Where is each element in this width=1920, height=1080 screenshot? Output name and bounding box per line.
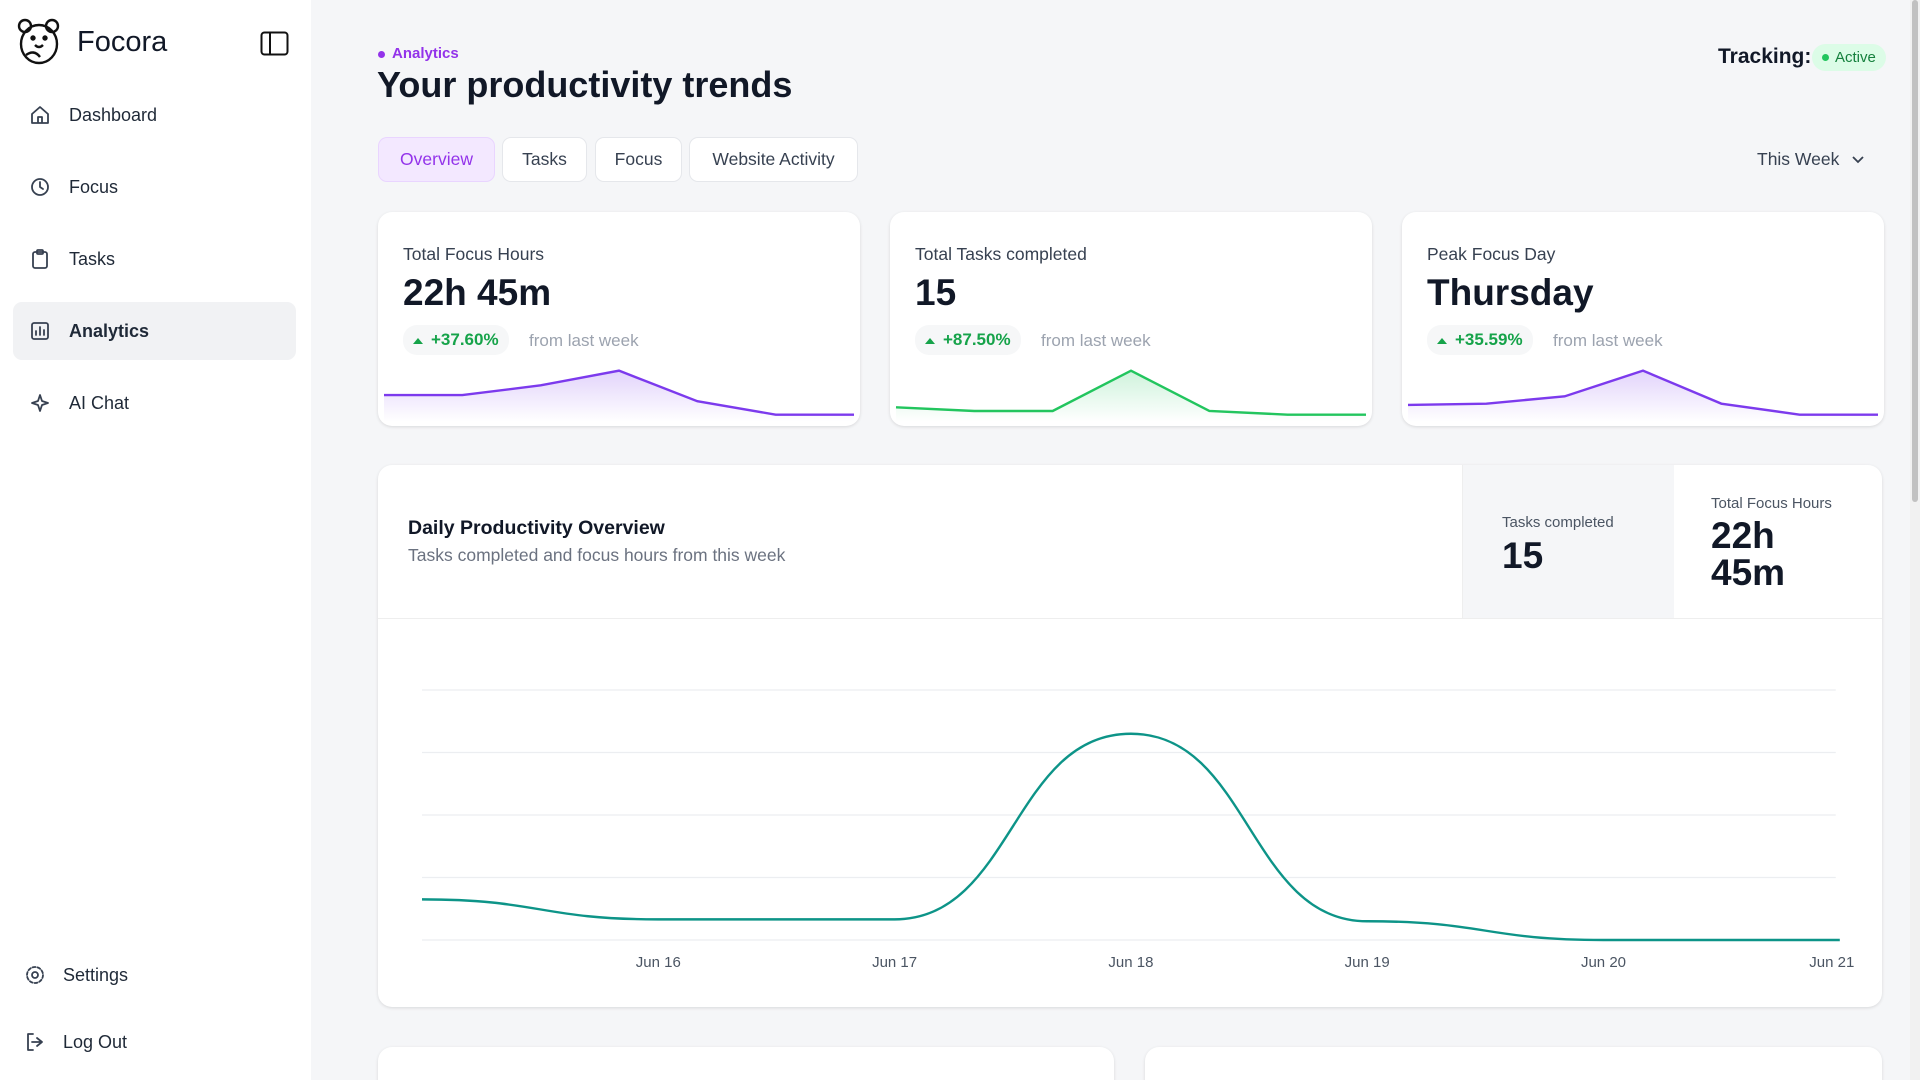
sparkline-area	[384, 370, 854, 422]
nav-item[interactable]: AI Chat	[13, 374, 296, 432]
line-chart: Jun 16 Jun 17 Jun 18 Jun 19 Jun 20 Jun 21	[421, 689, 1854, 971]
sparkline-line	[895, 369, 1366, 416]
stat-label: Total Focus Hours	[403, 244, 545, 264]
scrollbar[interactable]	[1910, 0, 1920, 1080]
tracking-label: Tracking:	[1718, 45, 1812, 68]
data-line	[421, 732, 1840, 942]
nav-label: Tasks	[69, 248, 116, 269]
breadcrumb: Analytics	[378, 45, 459, 62]
stat-value: 22h 45m	[1711, 515, 1786, 593]
stat-label: Total Focus Hours	[1711, 495, 1832, 512]
x-tick-label: Jun 20	[1581, 954, 1626, 971]
sparkline-line	[384, 369, 854, 416]
change-value: +35.59%	[1455, 330, 1523, 349]
change-value: +87.50%	[943, 330, 1011, 349]
bottom-card	[378, 1047, 1114, 1080]
tracking-status-text: Active	[1835, 49, 1876, 66]
sparkline-area	[896, 370, 1366, 422]
nav-item[interactable]: Log Out	[13, 1013, 296, 1071]
change-pill: +35.59%	[1427, 325, 1533, 355]
stat-value: Thursday	[1427, 272, 1594, 313]
change-note: from last week	[1041, 331, 1151, 350]
logo	[17, 18, 60, 65]
stat-label: Total Tasks completed	[915, 244, 1087, 264]
brand: Focora	[77, 26, 168, 58]
nav-label: Settings	[63, 964, 129, 985]
nav-item[interactable]: Dashboard	[13, 86, 296, 144]
sparkline	[384, 369, 854, 422]
tab[interactable]: Overview	[378, 137, 495, 182]
sidebar-toggle[interactable]	[260, 31, 289, 56]
x-tick-label: Jun 19	[1345, 954, 1390, 971]
change-pill: +87.50%	[915, 325, 1021, 355]
stat-label: Peak Focus Day	[1427, 244, 1556, 264]
page-title: Your productivity trends	[377, 64, 793, 105]
nav-item[interactable]: Focus	[13, 158, 296, 216]
nav-label: Focus	[69, 176, 119, 197]
x-tick-label: Jun 21	[1809, 954, 1854, 971]
sparkline-area	[1408, 370, 1878, 422]
stat-label: Tasks completed	[1502, 514, 1614, 531]
stat-value: 22h 45m	[403, 272, 552, 313]
overview-card: Daily Productivity Overview Tasks comple…	[378, 465, 1882, 1007]
change-note: from last week	[529, 331, 639, 350]
breadcrumb-text: Analytics	[392, 45, 459, 62]
sparkline-line	[1407, 369, 1878, 416]
stat-card: Total Tasks completed 15 +87.50% from last …	[890, 212, 1372, 426]
sparkline	[1407, 369, 1878, 422]
x-tick-label: Jun 18	[1108, 954, 1153, 971]
nav-item[interactable]: Analytics	[13, 302, 296, 360]
tab[interactable]: Tasks	[502, 137, 587, 182]
x-tick-label: Jun 16	[636, 954, 681, 971]
overview-subtitle: Tasks completed and focus hours from thi…	[408, 545, 786, 565]
change-note: from last week	[1553, 331, 1663, 350]
stat-box: Total Focus Hours 22h 45m	[1673, 465, 1882, 618]
nav-item[interactable]: Tasks	[13, 230, 296, 288]
nav-label: AI Chat	[69, 392, 130, 413]
nav-item[interactable]: Settings	[13, 946, 296, 1004]
stat-card: Total Focus Hours 22h 45m +37.60% from last…	[378, 212, 860, 426]
overview-title: Daily Productivity Overview	[408, 517, 665, 539]
change-value: +37.60%	[431, 330, 499, 349]
tab[interactable]: Focus	[595, 137, 682, 182]
tab[interactable]: Website Activity	[689, 137, 858, 182]
nav-label: Dashboard	[69, 104, 158, 125]
sparkline	[895, 369, 1366, 422]
stat-value: 15	[1502, 535, 1544, 576]
sidebar: Focora Dashboard Focus Tasks Analytics AI Ch…	[0, 0, 311, 1080]
tracking-status: Active	[1812, 44, 1886, 71]
range-select[interactable]: This Week	[1757, 149, 1865, 170]
range-text: This Week	[1757, 149, 1840, 169]
change-pill: +37.60%	[403, 325, 509, 355]
stat-box: Tasks completed 15	[1462, 465, 1674, 618]
nav-label: Analytics	[69, 320, 150, 341]
stat-card: Peak Focus Day Thursday +35.59% from last w…	[1402, 212, 1884, 426]
nav-label: Log Out	[63, 1031, 128, 1052]
bottom-card	[1145, 1047, 1882, 1080]
stat-value: 15	[915, 272, 957, 313]
x-tick-label: Jun 17	[872, 954, 917, 971]
